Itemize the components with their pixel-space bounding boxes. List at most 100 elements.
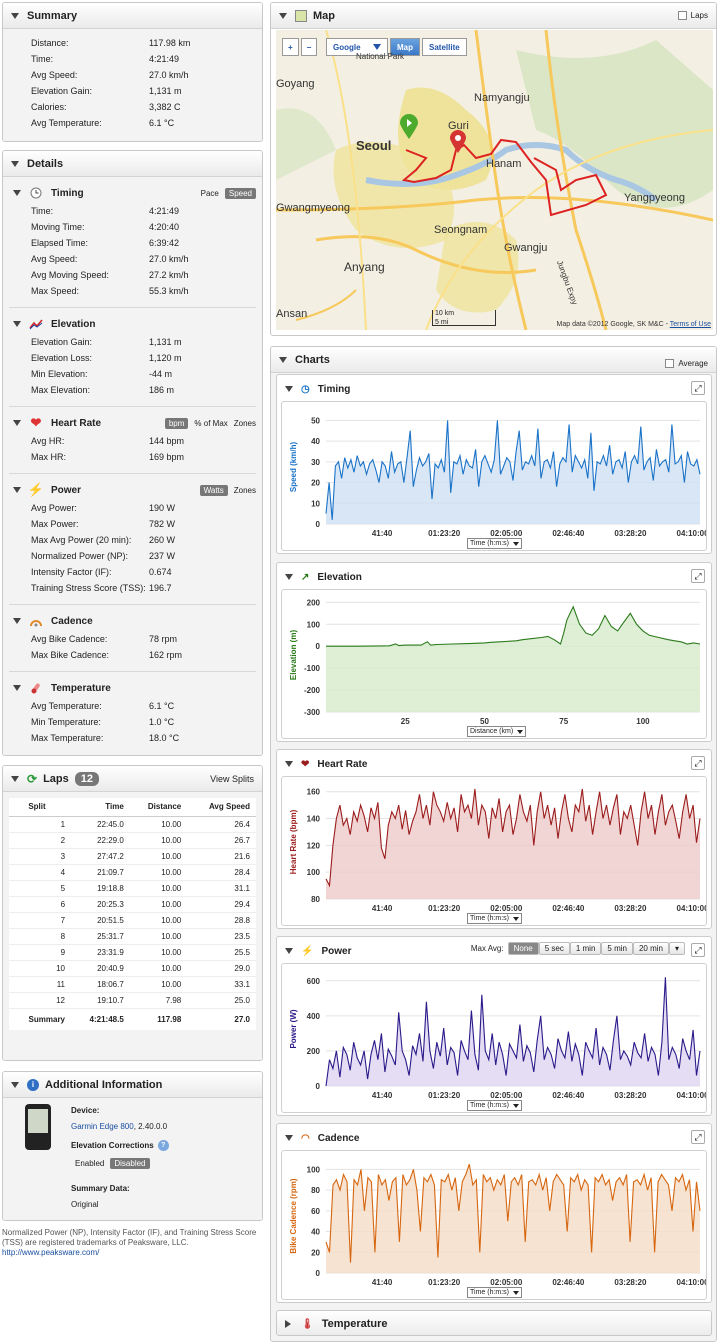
collapse-triangle-icon[interactable] [11, 775, 19, 782]
percent-max-toggle[interactable]: % of Max [194, 418, 228, 428]
collapse-triangle-icon[interactable] [13, 685, 21, 691]
y-tick-label: 200 [307, 1047, 321, 1056]
series-line[interactable] [325, 1164, 701, 1263]
max-avg-option[interactable]: 1 min [569, 942, 602, 955]
x-axis-select[interactable]: Time (h:m:s) [467, 913, 523, 924]
table-row[interactable]: 4 21:09.7 10.00 28.4 [9, 864, 256, 881]
collapse-triangle-icon[interactable] [285, 761, 293, 767]
map-header[interactable]: Map Laps [271, 3, 716, 29]
power-zones-toggle[interactable]: Zones [233, 485, 256, 495]
max-avg-option[interactable]: 5 sec [538, 942, 570, 955]
x-axis-select[interactable]: Time (h:m:s) [467, 538, 523, 549]
laps-column-header[interactable]: Avg Speed [187, 798, 256, 817]
expand-chart-icon[interactable]: ⤢ [691, 943, 705, 957]
table-row[interactable]: 7 20:51.5 10.00 28.8 [9, 912, 256, 929]
help-icon[interactable]: ? [157, 1140, 169, 1151]
expand-chart-icon[interactable]: ⤢ [691, 756, 705, 770]
collapse-triangle-icon[interactable] [13, 321, 21, 327]
table-row[interactable]: 3 27:47.2 10.00 21.6 [9, 848, 256, 865]
table-row[interactable]: 12 19:10.7 7.98 25.0 [9, 992, 256, 1009]
disabled-toggle[interactable]: Disabled [110, 1158, 150, 1169]
temperature-chart-header[interactable]: 🌡 Temperature [277, 1311, 711, 1335]
route-map[interactable]: + − Google Map Satellite Seoul Guri Namy… [276, 30, 713, 330]
chevron-down-icon[interactable]: ▾ [668, 942, 685, 955]
series-line[interactable] [325, 420, 701, 520]
table-row[interactable]: 10 20:40.9 10.00 29.0 [9, 960, 256, 977]
peaksware-link[interactable]: http://www.peaksware.com/ [2, 1248, 100, 1257]
zoom-in-button[interactable]: + [282, 38, 299, 56]
timing-chart-header[interactable]: ◷ Timing [285, 377, 350, 401]
bpm-toggle[interactable]: bpm [164, 417, 189, 429]
collapse-triangle-icon[interactable] [279, 12, 287, 19]
table-row[interactable]: 1 22:45.0 10.00 26.4 [9, 816, 256, 833]
collapse-triangle-icon[interactable] [11, 12, 19, 19]
series-line[interactable] [326, 605, 701, 647]
table-row[interactable]: 6 20:25.3 10.00 29.4 [9, 896, 256, 913]
collapse-triangle-icon[interactable] [13, 190, 21, 196]
elevation-chart-header[interactable]: ↗ Elevation [285, 565, 362, 589]
laps-column-header[interactable]: Split [9, 798, 72, 817]
table-row[interactable]: 5 19:18.8 10.00 31.1 [9, 880, 256, 897]
hr-zones-toggle[interactable]: Zones [233, 418, 256, 428]
view-splits-link[interactable]: View Splits [210, 773, 254, 784]
x-axis-select[interactable]: Time (h:m:s) [467, 1287, 523, 1298]
table-row[interactable]: 9 23:31.9 10.00 25.5 [9, 944, 256, 961]
laps-checkbox[interactable] [677, 11, 687, 20]
table-row[interactable]: 2 22:29.0 10.00 26.7 [9, 832, 256, 849]
enabled-toggle[interactable]: Enabled [75, 1159, 105, 1168]
start-marker-icon[interactable] [400, 114, 418, 140]
collapse-triangle-icon[interactable] [11, 1081, 19, 1088]
map-view-button[interactable]: Map [390, 38, 420, 56]
table-row[interactable]: Summary 4:21:48.5 117.98 27.0 [9, 1008, 256, 1030]
table-cell: 12 [9, 992, 72, 1009]
expand-triangle-icon[interactable] [285, 1320, 291, 1328]
pace-toggle[interactable]: Pace [200, 188, 219, 198]
collapse-triangle-icon[interactable] [11, 160, 19, 167]
cadence-chart-header[interactable]: ◠ Cadence [285, 1126, 359, 1150]
collapse-triangle-icon[interactable] [13, 487, 21, 493]
collapse-triangle-icon[interactable] [285, 1135, 293, 1141]
average-checkbox[interactable] [665, 359, 675, 368]
power-chart-header[interactable]: ⚡ Power [285, 939, 351, 963]
terms-link[interactable]: Terms of Use [669, 321, 711, 328]
collapse-triangle-icon[interactable] [285, 948, 293, 954]
end-marker-icon[interactable] [450, 130, 466, 154]
average-toggle[interactable]: Average [665, 359, 708, 368]
details-header[interactable]: Details [3, 151, 262, 177]
expand-chart-icon[interactable]: ⤢ [691, 1130, 705, 1144]
expand-chart-icon[interactable]: ⤢ [691, 569, 705, 583]
heart-chart-header[interactable]: ❤ Heart Rate [285, 752, 367, 776]
collapse-triangle-icon[interactable] [13, 618, 21, 624]
collapse-triangle-icon[interactable] [279, 356, 287, 363]
max-avg-option[interactable]: 20 min [632, 942, 669, 955]
stat-label: Avg Speed: [31, 254, 78, 264]
collapse-triangle-icon[interactable] [285, 386, 293, 392]
x-axis-select[interactable]: Distance (km) [467, 726, 527, 737]
y-tick-label: 10 [311, 499, 320, 508]
laps-header[interactable]: ⟳ Laps 12 View Splits [3, 766, 262, 792]
max-avg-option[interactable]: 5 min [601, 942, 633, 955]
x-tick-label: 01:23:20 [428, 529, 461, 538]
collapse-triangle-icon[interactable] [13, 420, 21, 426]
table-row[interactable]: 8 25:31.7 10.00 23.5 [9, 928, 256, 945]
table-cell: 19:18.8 [71, 880, 130, 897]
table-row[interactable]: 11 18:06.7 10.00 33.1 [9, 976, 256, 993]
device-name-link[interactable]: Garmin Edge 800 [71, 1122, 134, 1131]
expand-chart-icon[interactable]: ⤢ [691, 381, 705, 395]
charts-header[interactable]: Charts [271, 347, 716, 373]
provider-select[interactable]: Google [326, 38, 388, 56]
additional-info-header[interactable]: i Additional Information [3, 1072, 262, 1098]
collapse-triangle-icon[interactable] [285, 574, 293, 580]
series-line[interactable] [325, 788, 701, 888]
satellite-view-button[interactable]: Satellite [422, 38, 467, 56]
series-line[interactable] [325, 977, 701, 1087]
summary-header[interactable]: Summary [3, 3, 262, 29]
temperature-chart-collapsed[interactable]: 🌡 Temperature [276, 1310, 712, 1336]
watts-toggle[interactable]: Watts [199, 484, 228, 496]
laps-column-header[interactable]: Distance [129, 798, 188, 817]
speed-toggle[interactable]: Speed [224, 187, 256, 199]
zoom-out-button[interactable]: − [300, 38, 318, 56]
laps-column-header[interactable]: Time [71, 798, 130, 817]
max-avg-option[interactable]: None [507, 942, 539, 955]
x-axis-select[interactable]: Time (h:m:s) [467, 1100, 523, 1111]
